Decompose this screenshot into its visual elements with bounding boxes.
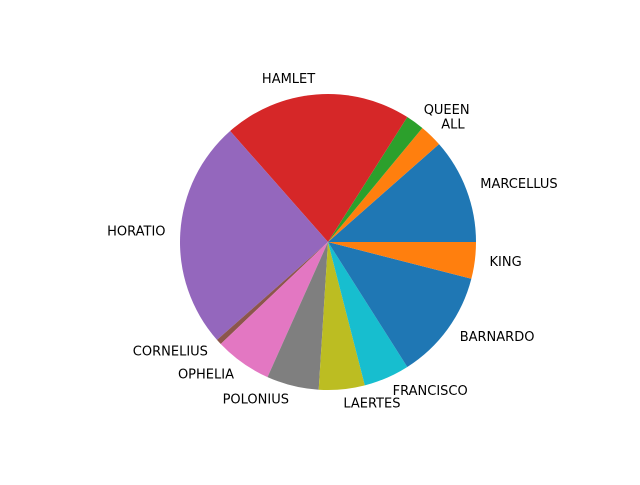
pie-slice-ophelia [220,242,328,378]
pie-label-horatio: HORATIO [107,224,165,239]
pie-label-marcellus: MARCELLUS [480,177,557,192]
pie-slice-horatio [180,130,328,340]
pie-slice-all [328,127,440,242]
pie-label-barnardo: BARNARDO [460,330,535,345]
pie-slice-cornelius [216,242,328,344]
pie-label-hamlet: HAMLET [262,72,315,87]
pie-label-queen: QUEEN [424,103,470,118]
pie-label-cornelius: CORNELIUS [133,344,208,359]
pie-label-laertes: LAERTES [343,397,400,412]
pie-label-all: ALL [441,118,465,133]
pie-label-king: KING [490,255,522,270]
pie-slice-marcellus [328,144,476,242]
pie-slice-queen [328,117,423,242]
pie-slice-barnardo [328,242,472,367]
pie-label-ophelia: OPHELIA [178,367,234,382]
pie-slice-laertes [318,242,365,391]
pie-slice-francisco [328,242,408,386]
pie-slice-king [328,242,477,279]
pie-slice-polonius [267,242,328,390]
pie-slices [180,94,477,391]
pie-slice-hamlet [230,94,408,242]
pie-label-francisco: FRANCISCO [393,384,468,399]
pie-label-polonius: POLONIUS [223,393,289,408]
